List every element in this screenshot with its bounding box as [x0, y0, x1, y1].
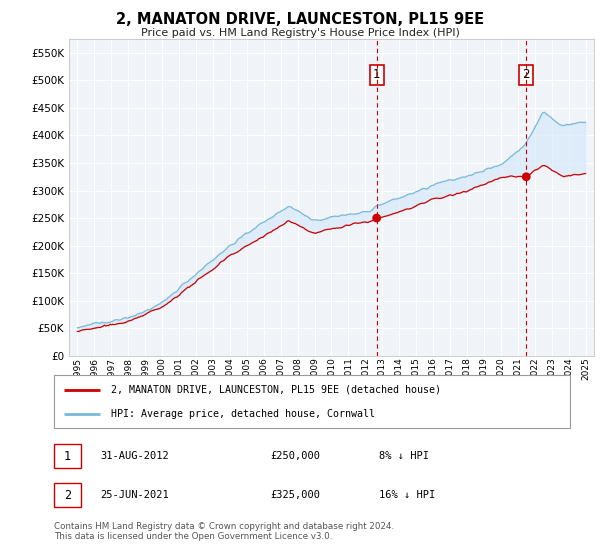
Text: 25-JUN-2021: 25-JUN-2021 — [100, 490, 169, 500]
Bar — [54, 444, 81, 469]
Text: HPI: Average price, detached house, Cornwall: HPI: Average price, detached house, Corn… — [111, 409, 375, 419]
Text: 8% ↓ HPI: 8% ↓ HPI — [379, 451, 429, 461]
Text: Price paid vs. HM Land Registry's House Price Index (HPI): Price paid vs. HM Land Registry's House … — [140, 28, 460, 38]
Point — [521, 172, 531, 181]
Text: 31-AUG-2012: 31-AUG-2012 — [100, 451, 169, 461]
Bar — [54, 483, 81, 507]
Text: 1: 1 — [64, 450, 71, 463]
Text: 1: 1 — [373, 68, 380, 81]
Text: Contains HM Land Registry data © Crown copyright and database right 2024.
This d: Contains HM Land Registry data © Crown c… — [54, 522, 394, 542]
Text: 16% ↓ HPI: 16% ↓ HPI — [379, 490, 436, 500]
Text: 2: 2 — [523, 68, 530, 81]
Point — [372, 213, 382, 222]
Text: 2: 2 — [64, 489, 71, 502]
Text: £325,000: £325,000 — [271, 490, 321, 500]
Text: 2, MANATON DRIVE, LAUNCESTON, PL15 9EE (detached house): 2, MANATON DRIVE, LAUNCESTON, PL15 9EE (… — [111, 385, 441, 395]
Text: 2, MANATON DRIVE, LAUNCESTON, PL15 9EE: 2, MANATON DRIVE, LAUNCESTON, PL15 9EE — [116, 12, 484, 27]
Text: £250,000: £250,000 — [271, 451, 321, 461]
